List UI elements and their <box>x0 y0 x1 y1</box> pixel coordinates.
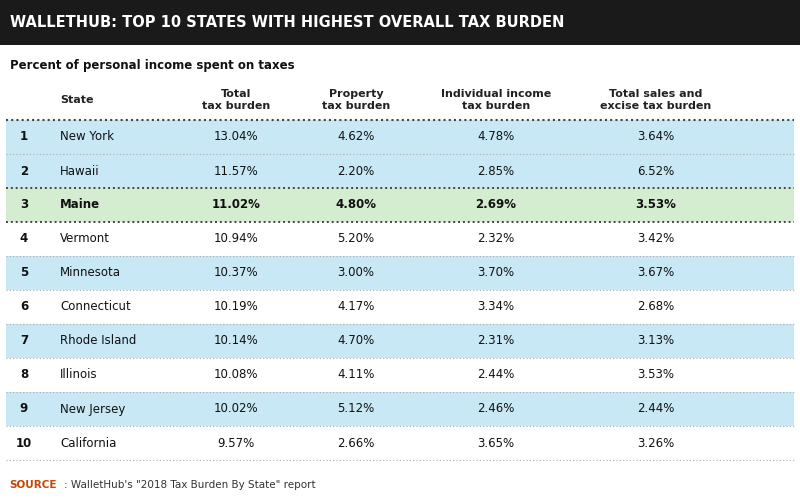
Text: 4: 4 <box>20 232 28 245</box>
Text: 3.67%: 3.67% <box>638 266 674 280</box>
Text: 11.57%: 11.57% <box>214 164 258 177</box>
Text: 2.20%: 2.20% <box>338 164 374 177</box>
Text: 10.94%: 10.94% <box>214 232 258 245</box>
FancyBboxPatch shape <box>6 154 794 188</box>
Text: State: State <box>60 95 94 105</box>
Text: 3.53%: 3.53% <box>635 198 677 211</box>
Text: 3.42%: 3.42% <box>638 232 674 245</box>
Text: 10.19%: 10.19% <box>214 300 258 314</box>
Text: WALLETHUB: TOP 10 STATES WITH HIGHEST OVERALL TAX BURDEN: WALLETHUB: TOP 10 STATES WITH HIGHEST OV… <box>10 15 564 30</box>
Text: 6.52%: 6.52% <box>638 164 674 177</box>
Text: 5.12%: 5.12% <box>338 402 374 415</box>
Text: 2.44%: 2.44% <box>478 368 514 382</box>
Text: 2.69%: 2.69% <box>475 198 517 211</box>
Text: Property
tax burden: Property tax burden <box>322 89 390 111</box>
FancyBboxPatch shape <box>6 188 794 222</box>
Text: : WalletHub's "2018 Tax Burden By State" report: : WalletHub's "2018 Tax Burden By State"… <box>64 480 316 490</box>
Text: Total
tax burden: Total tax burden <box>202 89 270 111</box>
FancyBboxPatch shape <box>6 222 794 256</box>
Text: 2: 2 <box>20 164 28 177</box>
Text: California: California <box>60 436 116 450</box>
FancyBboxPatch shape <box>6 290 794 324</box>
Text: 2.31%: 2.31% <box>478 334 514 347</box>
Text: 2.85%: 2.85% <box>478 164 514 177</box>
FancyBboxPatch shape <box>6 426 794 460</box>
Text: Individual income
tax burden: Individual income tax burden <box>441 89 551 111</box>
FancyBboxPatch shape <box>6 120 794 154</box>
Text: 11.02%: 11.02% <box>211 198 261 211</box>
Text: 4.70%: 4.70% <box>338 334 374 347</box>
Text: 2.32%: 2.32% <box>478 232 514 245</box>
Text: 2.44%: 2.44% <box>638 402 674 415</box>
FancyBboxPatch shape <box>6 324 794 358</box>
Text: Maine: Maine <box>60 198 100 211</box>
Text: New York: New York <box>60 130 114 143</box>
Text: Total sales and
excise tax burden: Total sales and excise tax burden <box>600 89 712 111</box>
FancyBboxPatch shape <box>6 358 794 392</box>
FancyBboxPatch shape <box>6 392 794 426</box>
Text: 6: 6 <box>20 300 28 314</box>
Text: 5.20%: 5.20% <box>338 232 374 245</box>
Text: 1: 1 <box>20 130 28 143</box>
Text: New Jersey: New Jersey <box>60 402 126 415</box>
Text: SOURCE: SOURCE <box>10 480 57 490</box>
Text: 9.57%: 9.57% <box>218 436 254 450</box>
Text: 10.08%: 10.08% <box>214 368 258 382</box>
Text: 3.64%: 3.64% <box>638 130 674 143</box>
Text: Hawaii: Hawaii <box>60 164 100 177</box>
Text: 3.34%: 3.34% <box>478 300 514 314</box>
Text: 10: 10 <box>16 436 32 450</box>
Text: Illinois: Illinois <box>60 368 98 382</box>
Text: 9: 9 <box>20 402 28 415</box>
Text: 2.66%: 2.66% <box>338 436 374 450</box>
Text: 10.14%: 10.14% <box>214 334 258 347</box>
Text: 3.26%: 3.26% <box>638 436 674 450</box>
Text: 7: 7 <box>20 334 28 347</box>
FancyBboxPatch shape <box>6 256 794 290</box>
Text: 4.11%: 4.11% <box>338 368 374 382</box>
Text: 10.37%: 10.37% <box>214 266 258 280</box>
Text: 3.53%: 3.53% <box>638 368 674 382</box>
Text: 3.65%: 3.65% <box>478 436 514 450</box>
Text: 4.62%: 4.62% <box>338 130 374 143</box>
Text: 2.68%: 2.68% <box>638 300 674 314</box>
FancyBboxPatch shape <box>0 0 800 45</box>
Text: 4.17%: 4.17% <box>338 300 374 314</box>
Text: Vermont: Vermont <box>60 232 110 245</box>
Text: 3.13%: 3.13% <box>638 334 674 347</box>
Text: 3.00%: 3.00% <box>338 266 374 280</box>
Text: 8: 8 <box>20 368 28 382</box>
Text: Percent of personal income spent on taxes: Percent of personal income spent on taxe… <box>10 58 294 71</box>
Text: 13.04%: 13.04% <box>214 130 258 143</box>
Text: Connecticut: Connecticut <box>60 300 130 314</box>
Text: Rhode Island: Rhode Island <box>60 334 136 347</box>
Text: 5: 5 <box>20 266 28 280</box>
Text: Minnesota: Minnesota <box>60 266 121 280</box>
Text: 4.80%: 4.80% <box>335 198 377 211</box>
Text: 10.02%: 10.02% <box>214 402 258 415</box>
Text: 3.70%: 3.70% <box>478 266 514 280</box>
Text: 3: 3 <box>20 198 28 211</box>
Text: 4.78%: 4.78% <box>478 130 514 143</box>
Text: 2.46%: 2.46% <box>478 402 514 415</box>
